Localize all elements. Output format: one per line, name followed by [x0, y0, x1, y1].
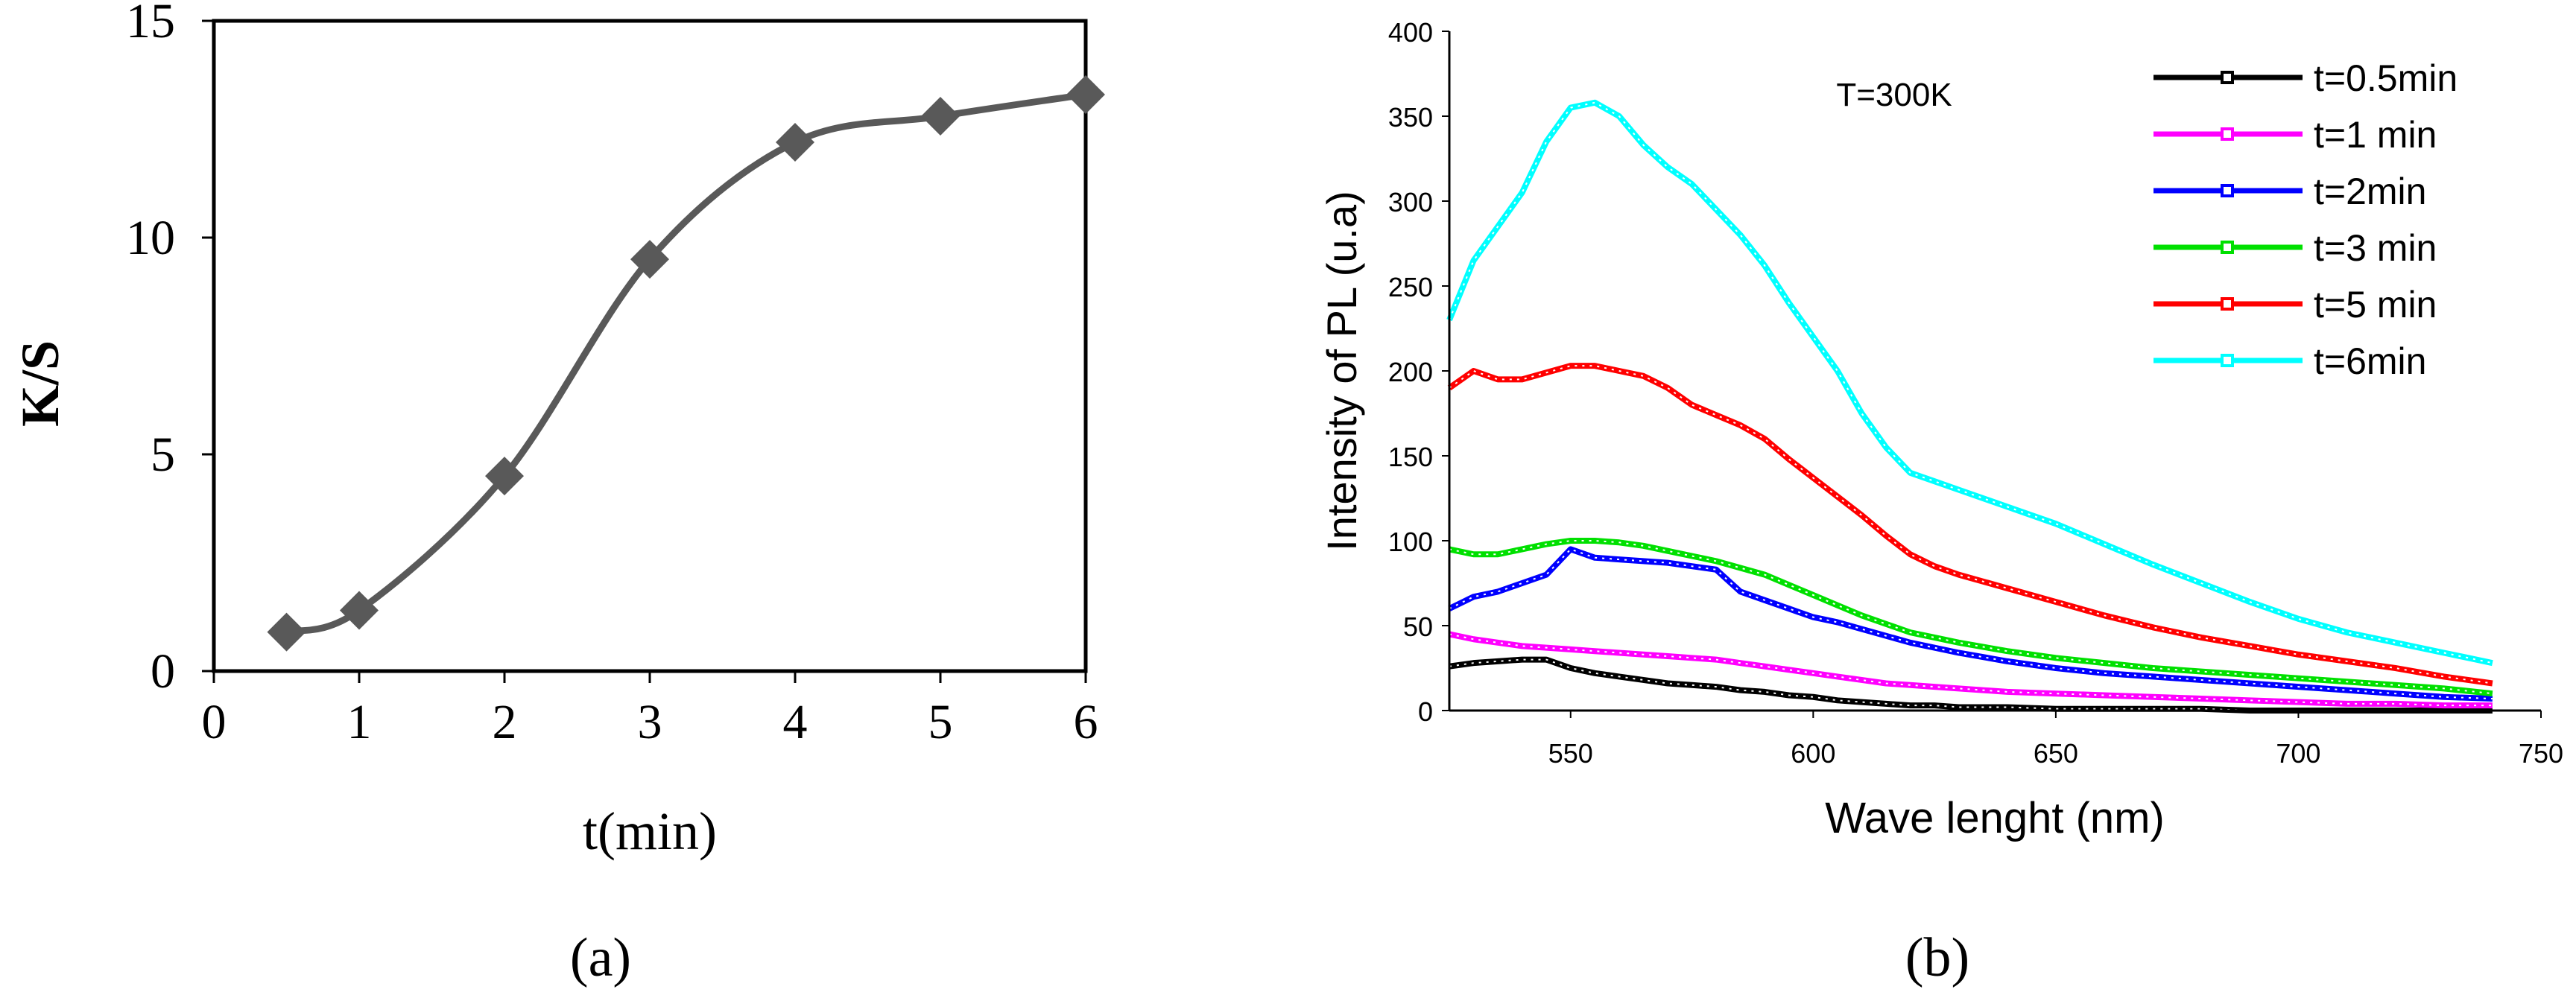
- chart-b-legend-marker: [2221, 241, 2234, 254]
- chart-b-legend-marker: [2221, 71, 2234, 84]
- chart-a-x-axis-label: t(min): [583, 801, 717, 861]
- chart-b-series-line: [1448, 546, 2493, 702]
- chart-a-x-tick-label: 6: [1074, 695, 1098, 749]
- chart-b-y-tick-label: 300: [1388, 187, 1433, 217]
- chart-a-axes: [202, 19, 1087, 683]
- chart-a-data-point: [485, 457, 524, 496]
- chart-a-y-tick-label: 10: [126, 211, 175, 265]
- chart-a-data-point: [1066, 74, 1105, 114]
- chart-a-x-tick-label: 2: [493, 695, 517, 749]
- chart-a-x-tick-label: 1: [347, 695, 372, 749]
- chart-a-y-tick-label: 15: [126, 0, 175, 48]
- chart-b-legend-marker: [2221, 354, 2234, 367]
- chart-b-tick-labels: 0 50 100 150 200 250 300 350 400 550 600 650 700 750: [1388, 17, 2563, 769]
- chart-a-tick-labels: 0 1 2 3 4 5 6 0 5 10 15: [126, 0, 1098, 749]
- chart-b-x-tick-label: 650: [2034, 738, 2078, 769]
- chart-b-annotation: T=300K: [1836, 77, 1952, 113]
- chart-b-y-tick-label: 350: [1388, 102, 1433, 133]
- chart-a-data-point: [340, 591, 379, 630]
- chart-a-data-point: [921, 97, 960, 136]
- chart-b-legend-label: t=2min: [2314, 171, 2426, 212]
- chart-b-y-axis-label: Intensity of PL (u.a): [1318, 191, 1365, 551]
- chart-a: 0 1 2 3 4 5 6 0 5 10 15 t(min) K/S (a): [10, 0, 1105, 988]
- chart-b-series-line: [1449, 538, 2493, 697]
- chart-b-x-tick-label: 700: [2276, 738, 2320, 769]
- chart-a-data-point: [630, 240, 669, 279]
- chart-a-x-tick-label: 3: [638, 695, 662, 749]
- chart-b-y-tick-label: 250: [1388, 272, 1433, 302]
- chart-a-data-point: [776, 122, 814, 162]
- chart-b-legend-label: t=5 min: [2314, 284, 2437, 325]
- chart-b-series-marker-texture: [1449, 101, 2493, 664]
- chart-b-y-tick-label: 200: [1388, 357, 1433, 387]
- chart-a-data-point: [267, 612, 306, 652]
- chart-b-legend-label: t=0.5min: [2314, 57, 2458, 99]
- chart-a-panel-label: (a): [570, 927, 631, 988]
- chart-b-x-axis-label: Wave lenght (nm): [1825, 794, 2165, 842]
- chart-a-markers: [267, 74, 1105, 652]
- chart-b-legend-label: t=1 min: [2314, 114, 2437, 156]
- chart-b-x-tick-label: 600: [1791, 738, 1835, 769]
- chart-a-x-tick-label: 5: [928, 695, 953, 749]
- chart-b-legend-marker: [2221, 184, 2234, 197]
- chart-b-y-tick-label: 150: [1388, 442, 1433, 472]
- chart-b-y-tick-label: 400: [1388, 17, 1433, 48]
- chart-b-y-tick-label: 100: [1388, 527, 1433, 557]
- chart-b-series-marker-texture: [1449, 365, 2493, 684]
- chart-b-panel-label: (b): [1905, 927, 1969, 988]
- chart-a-y-axis-label: K/S: [10, 340, 70, 427]
- chart-a-y-tick-label: 5: [151, 428, 175, 482]
- chart-a-x-tick-label: 4: [783, 695, 808, 749]
- chart-b-axes: [1442, 31, 2542, 718]
- chart-b-legend-label: t=3 min: [2314, 227, 2437, 269]
- chart-b-legend: t=0.5min t=1 min t=2min t=3 min t=5 min t=6mi…: [2153, 57, 2458, 382]
- chart-a-y-tick-label: 0: [151, 644, 175, 699]
- chart-a-x-tick-label: 0: [202, 695, 227, 749]
- chart-b-y-tick-label: 50: [1403, 611, 1433, 642]
- chart-b-legend-marker: [2221, 297, 2234, 311]
- chart-b-series-line: [1449, 631, 2493, 709]
- chart-b-legend-label: t=6min: [2314, 340, 2426, 382]
- chart-b-legend-marker: [2221, 127, 2234, 141]
- chart-b-x-tick-label: 750: [2519, 738, 2563, 769]
- chart-b-y-tick-label: 0: [1418, 696, 1433, 727]
- chart-b-x-tick-label: 550: [1548, 738, 1593, 769]
